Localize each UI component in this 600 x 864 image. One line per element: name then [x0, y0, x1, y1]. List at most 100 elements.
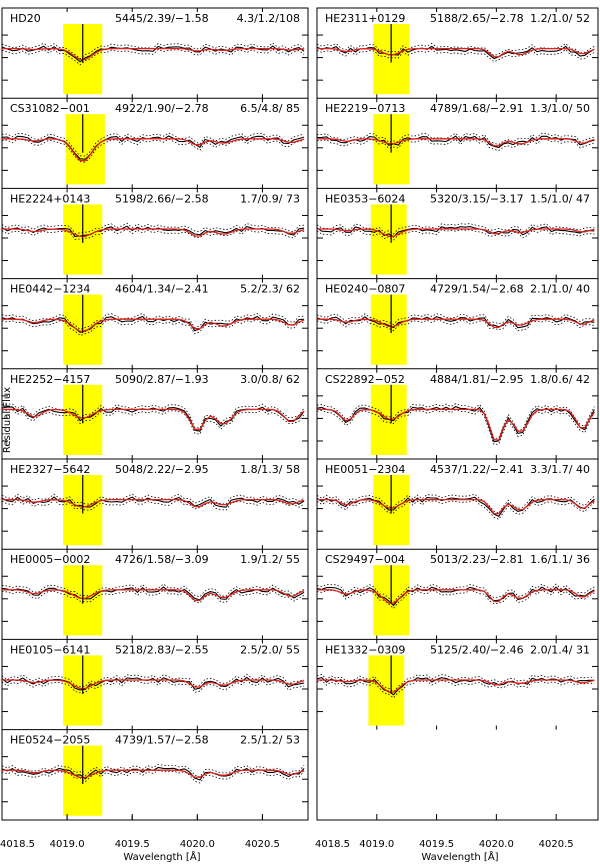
x-tick-label: 4019.0 [50, 839, 85, 850]
panel-right-3: HE0240−0807 4729/1.54/−2.68 2.1/1.0/ 40 [316, 278, 598, 369]
panel-left-2: HE2224+0143 5198/2.66/−2.58 1.7/0.9/ 73 [1, 187, 308, 279]
star-name-label: HE2252−4157 [10, 373, 90, 386]
star-name-label: HD20 [10, 12, 41, 25]
fit-stats-label: 2.5/1.2/ 53 [240, 734, 300, 747]
fit-stats-label: 2.1/1.0/ 40 [530, 283, 590, 296]
error-lower-line [1, 228, 305, 240]
line-highlight-band [370, 204, 407, 275]
panel-right-2: HE0353−6024 5320/3.15/−3.17 1.5/1.0/ 47 [316, 187, 598, 279]
model-spectrum-line [2, 318, 305, 332]
error-upper-line [316, 583, 595, 603]
fit-stats-label: 2.5/2.0/ 55 [240, 643, 300, 656]
star-name-label: CS31082−001 [10, 102, 90, 115]
model-spectrum-line [317, 408, 595, 441]
stellar-params-label: 4729/1.54/−2.68 [430, 283, 524, 296]
stellar-params-label: 4537/1.22/−2.41 [430, 463, 524, 476]
error-lower-line [1, 499, 305, 511]
star-name-label: HE0051−2304 [325, 463, 405, 476]
error-upper-line [1, 673, 305, 688]
panel-right-7: HE1332−0309 5125/2.40/−2.46 2.0/1.4/ 31 [316, 638, 598, 730]
error-lower-line [1, 679, 305, 694]
fit-stats-label: 1.7/0.9/ 73 [240, 192, 300, 205]
star-name-label: HE0105−6141 [10, 643, 90, 656]
star-name-label: HE2327−5642 [10, 463, 90, 476]
stellar-params-label: 5445/2.39/−1.58 [115, 12, 209, 25]
fit-stats-label: 1.5/1.0/ 47 [530, 192, 590, 205]
model-spectrum-line [317, 589, 595, 604]
observed-spectrum-line [1, 315, 305, 334]
model-spectrum-line [317, 498, 595, 515]
fit-stats-label: 1.8/0.6/ 42 [530, 373, 590, 386]
observed-spectrum-line [316, 316, 595, 329]
frame-right [316, 7, 599, 821]
error-upper-line [1, 403, 305, 429]
panel-left-7: HE0105−6141 5218/2.83/−2.55 2.5/2.0/ 55 [1, 638, 308, 730]
stellar-params-label: 5218/2.83/−2.55 [115, 643, 209, 656]
error-lower-line [1, 409, 305, 435]
panel-left-8: HE0524−2055 4739/1.57/−2.58 2.5/1.2/ 53 [1, 729, 308, 820]
star-name-label: CS29497−004 [325, 553, 405, 566]
error-lower-line [1, 138, 305, 163]
model-spectrum-line [317, 679, 595, 693]
x-tick-label: 4020.0 [180, 839, 215, 850]
fit-stats-label: 3.3/1.7/ 40 [530, 463, 590, 476]
fit-stats-label: 6.5/4.8/ 85 [240, 102, 300, 115]
observed-spectrum-line [1, 225, 305, 237]
panel-right-1: HE2219−0713 4789/1.68/−2.91 1.3/1.0/ 50 [316, 97, 598, 189]
model-spectrum-line [2, 138, 305, 162]
model-spectrum-line [2, 408, 305, 431]
error-upper-line [316, 132, 595, 145]
model-spectrum-line [2, 47, 305, 61]
star-name-label: HE2311+0129 [325, 12, 405, 25]
star-name-label: HE0353−6024 [325, 192, 405, 205]
stellar-params-label: 4789/1.68/−2.91 [430, 102, 524, 115]
stellar-params-label: 4922/1.90/−2.78 [115, 102, 209, 115]
panel-left-4: HE2252−4157 5090/2.87/−1.93 3.0/0.8/ 62 [1, 368, 308, 459]
fit-stats-label: 4.3/1.2/108 [237, 12, 300, 25]
star-name-label: HE0240−0807 [325, 283, 405, 296]
model-spectrum-line [2, 498, 305, 508]
model-spectrum-line [317, 47, 595, 58]
stellar-params-label: 4739/1.57/−2.58 [115, 734, 209, 747]
model-spectrum-line [317, 228, 595, 237]
model-spectrum-line [2, 228, 305, 237]
error-lower-line [316, 680, 595, 699]
panel-right-0: HE2311+0129 5188/2.65/−2.78 1.2/1.0/ 52 [316, 8, 598, 99]
error-upper-line [1, 583, 305, 598]
column-right: HE2311+0129 5188/2.65/−2.78 1.2/1.0/ 52HE2… [315, 7, 599, 850]
x-tick-label: 4019.5 [419, 839, 454, 850]
fit-stats-label: 5.2/2.3/ 62 [240, 283, 300, 296]
panel-left-5: HE2327−5642 5048/2.22/−2.95 1.8/1.3/ 58 [1, 458, 308, 550]
x-tick-label: 4020.5 [245, 839, 280, 850]
error-upper-line [316, 403, 595, 440]
star-name-label: HE1332−0309 [325, 643, 405, 656]
star-name-label: CS22892−052 [325, 373, 405, 386]
error-lower-line [1, 48, 305, 66]
x-axis-title-left: Wavelength [Å] [123, 850, 200, 863]
x-tick-label: 4018.5 [0, 839, 35, 850]
error-lower-line [316, 589, 595, 610]
x-tick-label: 4019.0 [359, 839, 394, 850]
error-upper-line [316, 493, 595, 514]
error-lower-line [1, 770, 305, 784]
stellar-params-label: 4726/1.58/−3.09 [115, 553, 209, 566]
line-highlight-band [370, 294, 407, 365]
stellar-params-label: 4884/1.81/−2.95 [430, 373, 524, 386]
x-tick-label: 4020.0 [479, 839, 514, 850]
stellar-params-label: 5125/2.40/−2.46 [430, 643, 524, 656]
fit-stats-label: 1.6/1.1/ 36 [530, 553, 590, 566]
panel-left-6: HE0005−0002 4726/1.58/−3.09 1.9/1.2/ 55 [1, 548, 308, 640]
error-lower-line [316, 229, 595, 241]
fit-stats-label: 1.9/1.2/ 55 [240, 553, 300, 566]
y-axis-title: Residual Flux [2, 387, 13, 453]
stellar-params-label: 5188/2.65/−2.78 [430, 12, 524, 25]
panel-right-6: CS29497−004 5013/2.23/−2.81 1.6/1.1/ 36 [316, 548, 598, 640]
panel-right-4: CS22892−052 4884/1.81/−2.95 1.8/0.6/ 42 [316, 368, 598, 459]
x-tick-label: 4018.5 [315, 839, 350, 850]
error-upper-line [1, 763, 305, 778]
model-spectrum-line [317, 138, 595, 147]
observed-spectrum-line [1, 45, 305, 63]
star-name-label: HE2224+0143 [10, 192, 90, 205]
fit-stats-label: 3.0/0.8/ 62 [240, 373, 300, 386]
